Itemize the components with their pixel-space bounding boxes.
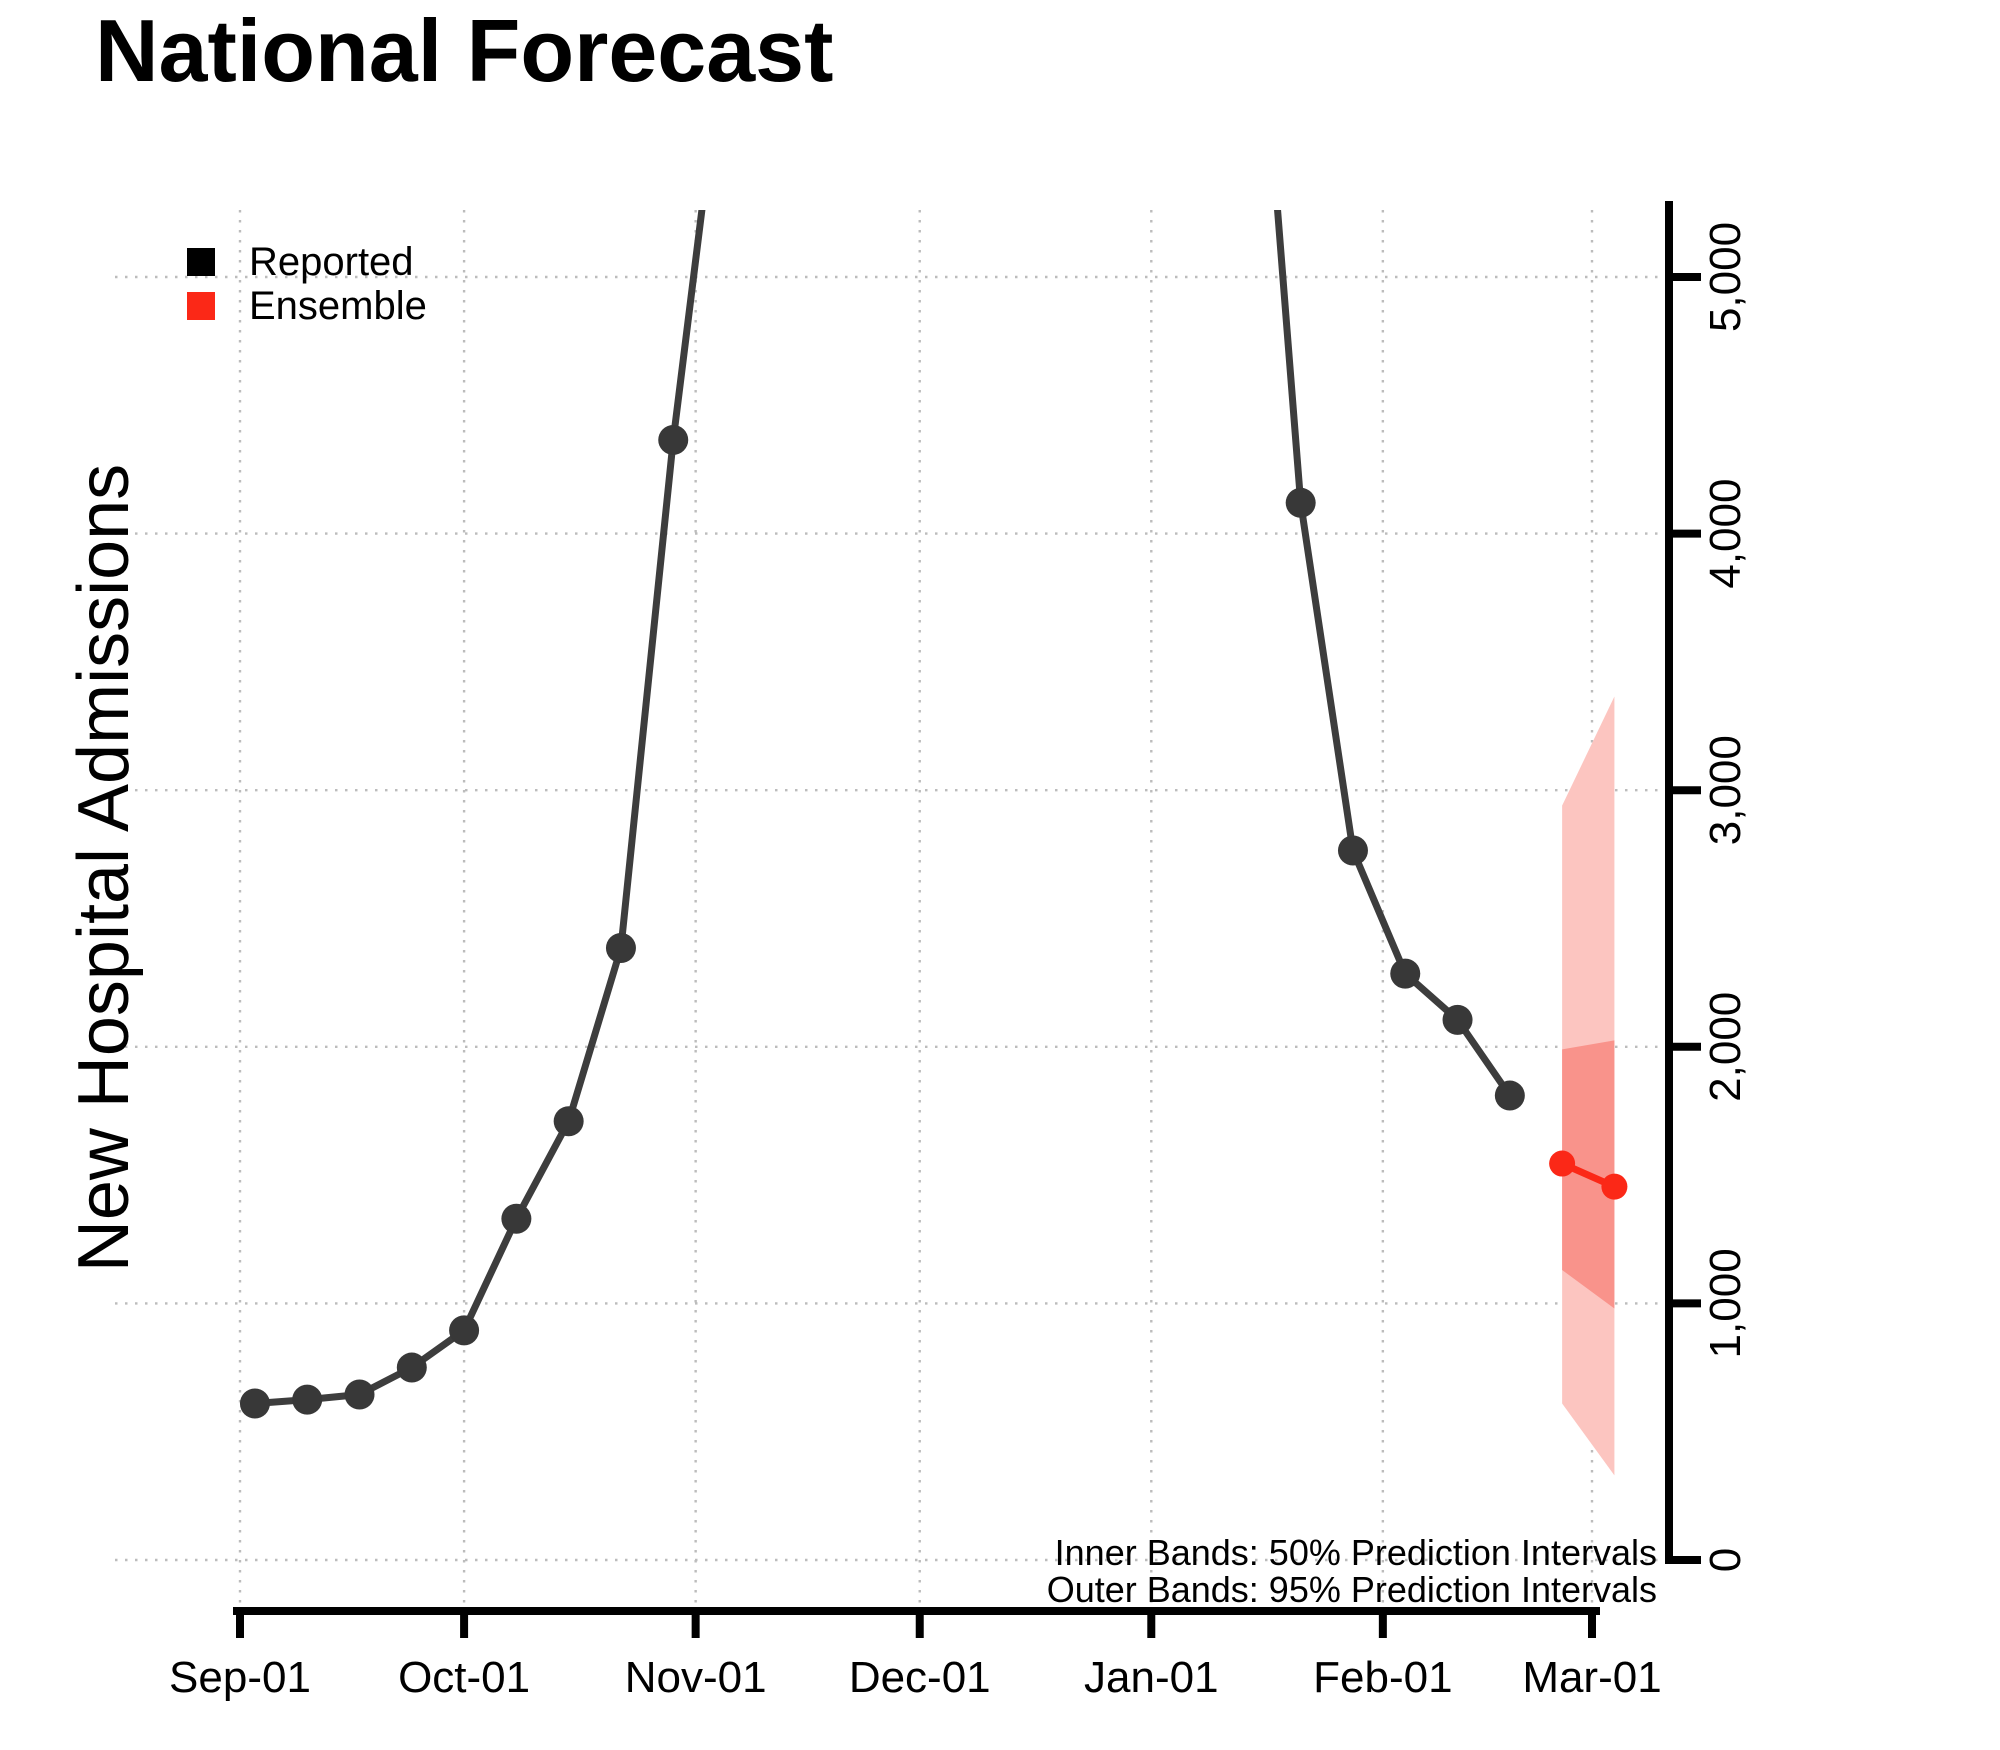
x-tick-label: Jan-01 (1084, 1653, 1219, 1702)
data-point (239, 1388, 270, 1419)
ensemble-swatch-icon (187, 292, 215, 320)
x-tick-label: Nov-01 (625, 1653, 767, 1702)
legend-label-reported: Reported (249, 239, 414, 284)
data-point (449, 1315, 480, 1346)
y-tick-label: 3,000 (1701, 735, 1750, 845)
data-point (1442, 1004, 1473, 1035)
y-tick-labels: 0 1,000 2,000 3,000 4,000 5,000 (1701, 222, 1750, 1572)
x-tick-label: Sep-01 (169, 1653, 311, 1702)
data-point (605, 933, 636, 964)
series (239, 210, 1628, 1419)
data-point (1337, 835, 1368, 866)
axes (233, 201, 1701, 1638)
gridlines (115, 210, 1669, 1605)
chart-title: National Forecast (95, 1, 834, 100)
series-ensemble (1549, 1150, 1628, 1200)
data-point (553, 1106, 584, 1137)
prediction-interval-bands (1562, 696, 1615, 1476)
data-point (1285, 487, 1316, 518)
outer-bands-note: Outer Bands: 95% Prediction Intervals (1046, 1569, 1657, 1610)
x-tick-label: Feb-01 (1313, 1653, 1452, 1702)
series-reported (239, 210, 1525, 1419)
y-tick-label: 1,000 (1701, 1248, 1750, 1358)
data-point (1494, 1080, 1525, 1111)
data-point (1390, 958, 1421, 989)
y-tick-label: 5,000 (1701, 222, 1750, 332)
data-point (344, 1379, 375, 1410)
data-point (1601, 1173, 1628, 1200)
x-tick-label: Oct-01 (398, 1653, 530, 1702)
x-tick-label: Dec-01 (849, 1653, 991, 1702)
data-point (1549, 1150, 1576, 1177)
legend-item-reported: Reported (187, 240, 427, 284)
data-point (396, 1352, 427, 1383)
reported-swatch-icon (187, 248, 215, 276)
y-tick-label: 2,000 (1701, 992, 1750, 1102)
data-point (501, 1203, 532, 1234)
y-axis-label: New Hospital Admissions (64, 463, 144, 1273)
inner-bands-note: Inner Bands: 50% Prediction Intervals (1054, 1532, 1657, 1573)
data-point (658, 424, 689, 455)
legend: Reported Ensemble (187, 240, 427, 328)
y-tick-label: 0 (1701, 1548, 1750, 1572)
legend-label-ensemble: Ensemble (249, 283, 427, 328)
prediction-interval-note: Inner Bands: 50% Prediction Intervals Ou… (1047, 1534, 1657, 1608)
x-tick-label: Mar-01 (1522, 1653, 1661, 1702)
x-tick-labels: Sep-01 Oct-01 Nov-01 Dec-01 Jan-01 Feb-01 Mar-… (169, 1653, 1662, 1702)
data-point (292, 1384, 323, 1415)
y-tick-label: 4,000 (1701, 479, 1750, 589)
legend-item-ensemble: Ensemble (187, 284, 427, 328)
